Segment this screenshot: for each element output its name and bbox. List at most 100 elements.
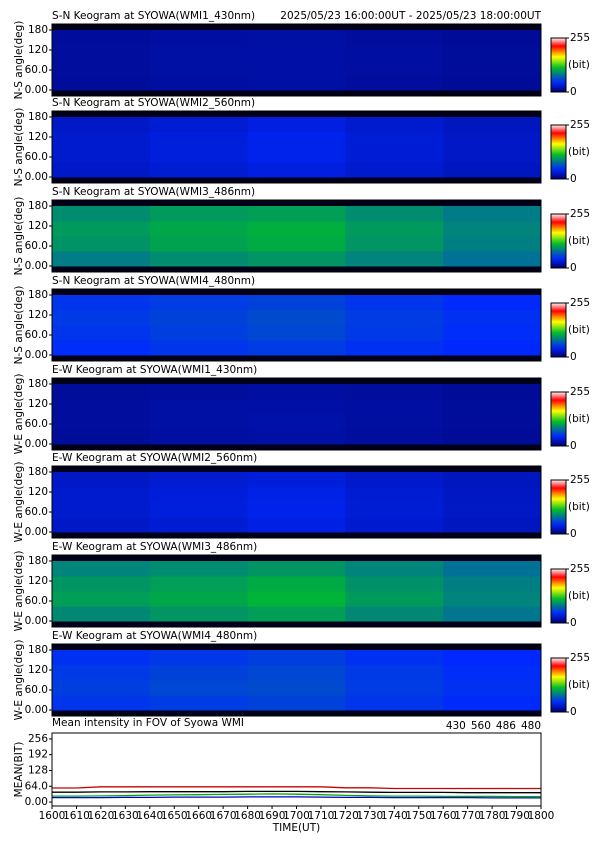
heatmap-cell bbox=[149, 429, 249, 445]
heatmap-cell bbox=[149, 695, 249, 711]
colorbar bbox=[550, 37, 567, 93]
colorbar-tick-label: 255 bbox=[570, 208, 590, 220]
plot-frame bbox=[51, 465, 542, 539]
heatmap-cell bbox=[52, 517, 151, 533]
y-tick-label: 180 bbox=[28, 200, 48, 212]
heatmap-cell bbox=[345, 75, 444, 91]
y-axis-title: N-S angle(deg) bbox=[13, 197, 25, 276]
heatmap-cell bbox=[443, 502, 542, 518]
heatmap-cell bbox=[149, 414, 249, 430]
heatmap-cell bbox=[443, 310, 542, 326]
heatmap-cell bbox=[443, 295, 542, 311]
series-line bbox=[52, 786, 541, 790]
x-tick-label: 1690 bbox=[259, 810, 286, 822]
colorbar-label: (bit) bbox=[568, 235, 590, 247]
heatmap-cell bbox=[443, 117, 542, 133]
y-tick-label: 64.0 bbox=[25, 780, 48, 792]
panel-title: S-N Keogram at SYOWA(WMI3_486nm) bbox=[52, 186, 255, 198]
heatmap-cell bbox=[443, 472, 542, 488]
heatmap-cell bbox=[52, 117, 151, 133]
heatmap-cell bbox=[52, 147, 151, 163]
y-tick-label: 120 bbox=[28, 309, 48, 321]
y-tick-label: 60.0 bbox=[25, 329, 48, 341]
heatmap-cell bbox=[247, 695, 346, 711]
heatmap-cell bbox=[247, 561, 346, 577]
y-tick-label: 0.00 bbox=[25, 704, 48, 716]
heatmap-cell bbox=[345, 340, 444, 356]
y-tick-label: 120 bbox=[28, 44, 48, 56]
heatmap-cell bbox=[443, 132, 542, 148]
heatmap-cell bbox=[247, 60, 346, 76]
heatmap-cell bbox=[247, 650, 346, 666]
heatmap-cell bbox=[345, 399, 444, 415]
y-tick-label: 120 bbox=[28, 486, 48, 498]
heatmap-cell bbox=[443, 591, 542, 607]
heatmap-cell bbox=[149, 384, 249, 400]
heatmap-cell bbox=[247, 487, 346, 503]
colorbar-tick-label: 255 bbox=[570, 652, 590, 664]
x-tick-label: 1790 bbox=[503, 810, 530, 822]
heatmap-cell bbox=[149, 591, 249, 607]
heatmap-cell bbox=[52, 162, 151, 178]
heatmap-cell bbox=[443, 162, 542, 178]
heatmap-cell bbox=[247, 665, 346, 681]
chart-title: Mean intensity in FOV of Syowa WMI bbox=[52, 717, 244, 729]
y-tick-label: 0.00 bbox=[25, 84, 48, 96]
y-tick-label: 60.0 bbox=[25, 684, 48, 696]
heatmap-cell bbox=[345, 236, 444, 252]
y-tick-label: 60.0 bbox=[25, 64, 48, 76]
plot-frame bbox=[51, 377, 542, 451]
heatmap-cell bbox=[52, 384, 151, 400]
heatmap-cell bbox=[443, 147, 542, 163]
colorbar-tick-label: 0 bbox=[570, 262, 577, 274]
heatmap-cell bbox=[345, 606, 444, 622]
heatmap-cell bbox=[345, 295, 444, 311]
x-tick-label: 1610 bbox=[63, 810, 90, 822]
y-tick-label: 120 bbox=[28, 220, 48, 232]
heatmap-cell bbox=[149, 147, 249, 163]
panel-title: S-N Keogram at SYOWA(WMI4_480nm) bbox=[52, 275, 255, 287]
heatmap-cell bbox=[52, 399, 151, 415]
heatmap-cell bbox=[443, 221, 542, 237]
heatmap-cell bbox=[443, 340, 542, 356]
heatmap-cell bbox=[52, 429, 151, 445]
plot-frame bbox=[51, 643, 542, 717]
heatmap-cell bbox=[52, 60, 151, 76]
colorbar-label: (bit) bbox=[568, 324, 590, 336]
series-line bbox=[52, 793, 541, 798]
heatmap-cell bbox=[443, 60, 542, 76]
heatmap-cell bbox=[247, 45, 346, 61]
heatmap-cell bbox=[443, 251, 542, 267]
heatmap-cell bbox=[345, 695, 444, 711]
y-tick-label: 180 bbox=[28, 466, 48, 478]
y-tick-label: 180 bbox=[28, 555, 48, 567]
heatmap-cell bbox=[345, 680, 444, 696]
y-tick-label: 120 bbox=[28, 398, 48, 410]
heatmap-cell bbox=[149, 561, 249, 577]
heatmap-cell bbox=[443, 429, 542, 445]
heatmap-cell bbox=[247, 502, 346, 518]
colorbar-tick-label: 0 bbox=[570, 706, 577, 718]
x-tick-label: 1720 bbox=[332, 810, 359, 822]
heatmap-cell bbox=[247, 384, 346, 400]
plot-frame bbox=[51, 110, 542, 184]
y-tick-label: 180 bbox=[28, 24, 48, 36]
heatmap-cell bbox=[247, 251, 346, 267]
y-tick-label: 120 bbox=[28, 131, 48, 143]
y-tick-label: 180 bbox=[28, 111, 48, 123]
heatmap-cell bbox=[345, 561, 444, 577]
heatmap-cell bbox=[443, 695, 542, 711]
heatmap-cell bbox=[345, 310, 444, 326]
heatmap-cell bbox=[52, 221, 151, 237]
y-tick-label: 0.00 bbox=[25, 438, 48, 450]
x-tick-label: 1630 bbox=[112, 810, 139, 822]
heatmap-cell bbox=[247, 517, 346, 533]
colorbar bbox=[550, 302, 567, 358]
colorbar bbox=[550, 568, 567, 624]
x-tick-label: 1660 bbox=[185, 810, 212, 822]
heatmap-cell bbox=[247, 399, 346, 415]
x-tick-label: 1730 bbox=[356, 810, 383, 822]
y-tick-label: 60.0 bbox=[25, 595, 48, 607]
y-tick-label: 0.00 bbox=[25, 615, 48, 627]
colorbar-tick-label: 255 bbox=[570, 563, 590, 575]
